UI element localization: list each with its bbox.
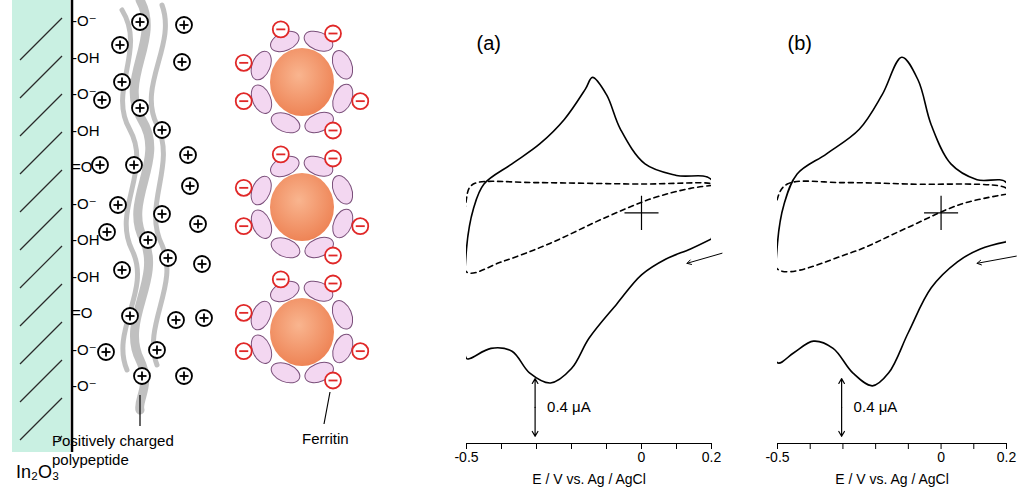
svg-text:polypeptide: polypeptide <box>52 451 129 468</box>
svg-text:In₂O₃: In₂O₃ <box>16 462 60 482</box>
svg-text:-OH: -OH <box>72 268 100 285</box>
svg-text:-O⁻: -O⁻ <box>72 85 97 102</box>
svg-text:0.2: 0.2 <box>702 449 722 465</box>
svg-text:=O: =O <box>72 304 92 321</box>
svg-text:0.2: 0.2 <box>997 449 1017 465</box>
svg-text:(b): (b) <box>788 32 812 54</box>
svg-text:-OH: -OH <box>72 122 100 139</box>
svg-text:0.4 μA: 0.4 μA <box>854 398 898 415</box>
svg-text:-0.5: -0.5 <box>454 449 478 465</box>
svg-text:-0.5: -0.5 <box>765 449 789 465</box>
svg-text:-O⁻: -O⁻ <box>72 377 97 394</box>
svg-text:E / V vs. Ag / AgCl: E / V vs. Ag / AgCl <box>532 471 646 487</box>
svg-text:E / V vs. Ag / AgCl: E / V vs. Ag / AgCl <box>835 471 949 487</box>
svg-text:=O: =O <box>72 158 92 175</box>
svg-text:(a): (a) <box>477 32 501 54</box>
svg-text:-OH: -OH <box>72 49 100 66</box>
svg-text:0.4 μA: 0.4 μA <box>547 398 591 415</box>
svg-text:0: 0 <box>638 449 646 465</box>
svg-text:Positively charged: Positively charged <box>52 432 174 449</box>
svg-text:-O⁻: -O⁻ <box>72 195 97 212</box>
svg-text:Ferritin: Ferritin <box>302 430 349 447</box>
svg-text:-O⁻: -O⁻ <box>72 341 97 358</box>
svg-text:-OH: -OH <box>72 231 100 248</box>
svg-text:-O⁻: -O⁻ <box>72 12 97 29</box>
svg-text:0: 0 <box>937 449 945 465</box>
